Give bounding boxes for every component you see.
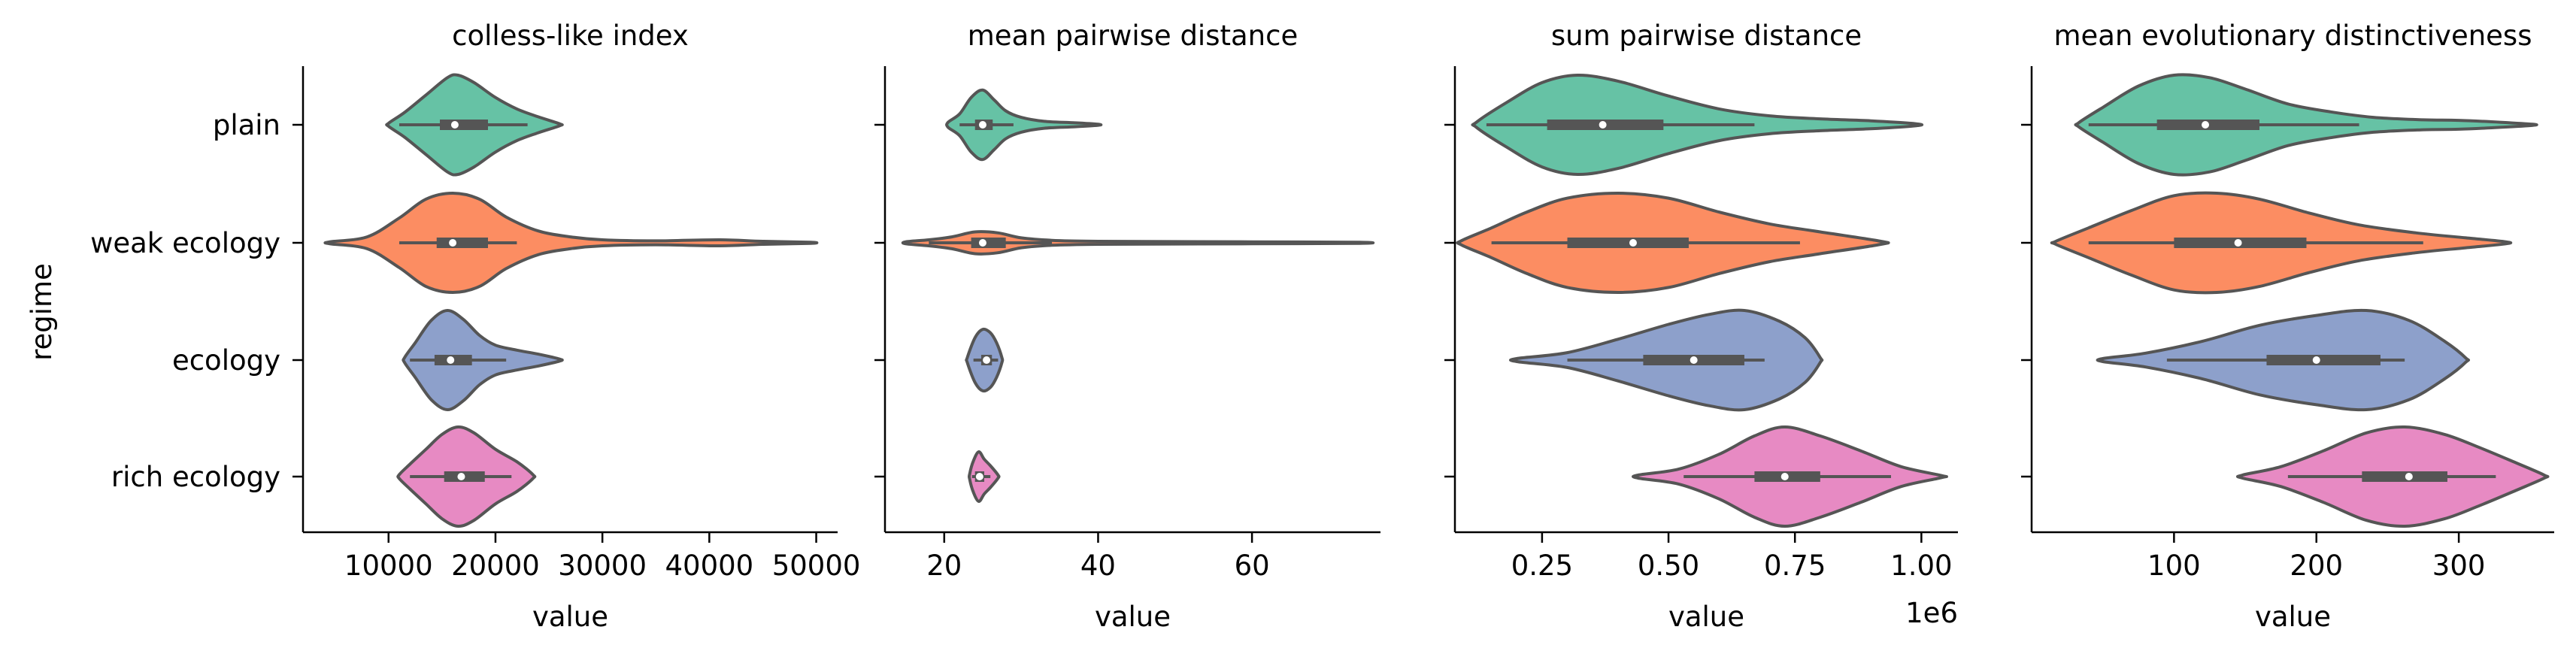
x-tick-label: 0.50	[1638, 550, 1699, 582]
median-dot	[1780, 473, 1789, 480]
x-tick-label: 40000	[665, 550, 754, 582]
violin-weak-ecology	[901, 230, 1375, 256]
x-tick-label: 10000	[344, 550, 433, 582]
x-axis-label: value	[532, 601, 608, 633]
x-tick-label: 60	[1235, 550, 1270, 582]
violin-weak-ecology	[323, 192, 819, 294]
x-tick-label: 50000	[772, 550, 861, 582]
x-tick-label: 20000	[451, 550, 540, 582]
x-axis-label: value	[1668, 601, 1744, 633]
panel-title: mean pairwise distance	[968, 20, 1298, 52]
x-offset-label: 1e6	[1905, 597, 1958, 629]
x-tick-label: 0.25	[1511, 550, 1573, 582]
x-axis-label: value	[1095, 601, 1171, 633]
y-tick-label: rich ecology	[111, 461, 280, 493]
median-dot	[450, 121, 459, 129]
median-dot	[449, 239, 457, 247]
y-tick-label: weak ecology	[90, 227, 280, 259]
y-axis-label: regime	[26, 263, 58, 361]
median-dot	[2312, 356, 2320, 364]
x-axis-label: value	[2255, 601, 2331, 633]
median-dot	[447, 356, 455, 364]
median-dot	[457, 473, 465, 480]
panel-4: mean evolutionary distinctiveness 100 200 3…	[2021, 20, 2554, 633]
median-dot	[2405, 473, 2413, 480]
median-dot	[1599, 121, 1607, 129]
panel-title: colless-like index	[452, 20, 689, 52]
median-dot	[1629, 239, 1637, 247]
x-tick-label: 20	[926, 550, 962, 582]
panel-2: mean pairwise distance 20 40 60 value	[874, 20, 1380, 633]
x-tick-label: 0.75	[1764, 550, 1826, 582]
iqr-box	[436, 238, 489, 248]
median-dot	[978, 121, 986, 129]
median-dot	[975, 473, 983, 480]
y-tick-label: ecology	[172, 344, 280, 377]
x-tick-label: 300	[2432, 550, 2486, 582]
panel-1: colless-like index plain weak ecology ecolo…	[90, 20, 860, 633]
x-tick-label: 40	[1080, 550, 1116, 582]
x-tick-label: 30000	[558, 550, 647, 582]
violin-plain	[945, 88, 1103, 162]
median-dot	[983, 356, 991, 364]
iqr-box	[2362, 471, 2447, 482]
panel-title: mean evolutionary distinctiveness	[2054, 20, 2532, 52]
median-dot	[2202, 121, 2210, 129]
median-dot	[978, 239, 986, 247]
panel-title: sum pairwise distance	[1551, 20, 1862, 52]
iqr-box	[971, 238, 1006, 248]
iqr-box	[1567, 238, 1689, 248]
x-tick-label: 200	[2290, 550, 2343, 582]
iqr-box	[2266, 355, 2381, 365]
x-tick-label: 100	[2147, 550, 2201, 582]
median-dot	[2234, 239, 2242, 247]
panels: colless-like index plain weak ecology ecolo…	[90, 20, 2554, 633]
iqr-box	[440, 120, 489, 130]
median-dot	[1690, 356, 1698, 364]
x-tick-label: 1.00	[1890, 550, 1952, 582]
y-tick-label: plain	[213, 109, 280, 141]
panel-3: sum pairwise distance 0.25 0.50 0.75 1.00 val…	[1444, 20, 1958, 633]
